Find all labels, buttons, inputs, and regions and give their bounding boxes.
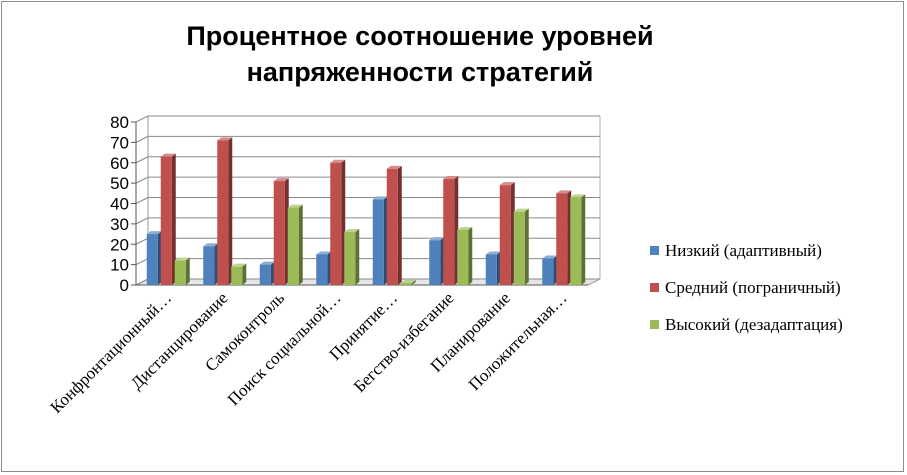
bar-top (160, 153, 176, 157)
x-tick-label: Дистанцирование (127, 288, 232, 393)
bar-side (228, 137, 233, 285)
bar-side (524, 208, 529, 285)
bar (372, 199, 384, 285)
legend-item-medium: Средний (пограничный) (650, 269, 843, 306)
gridline-side (135, 278, 149, 286)
bar (203, 246, 215, 285)
bar-top (570, 194, 586, 198)
bar (429, 240, 441, 285)
bar (330, 162, 342, 285)
bar-side (171, 153, 176, 285)
bar (499, 185, 511, 285)
gridline-side (135, 237, 149, 245)
bar-top (400, 279, 416, 283)
bar (160, 156, 172, 285)
bar-side (185, 257, 190, 285)
bar-top (259, 261, 275, 265)
bar-side (298, 204, 303, 285)
bar-top (429, 237, 445, 241)
bar (513, 211, 525, 285)
bar-top (386, 165, 402, 169)
bar (287, 207, 299, 285)
legend-swatch-high (650, 320, 659, 329)
x-tick-label: Бегство-избегание (350, 288, 458, 396)
bar-top (513, 208, 529, 212)
bar-side (581, 194, 586, 285)
bar-top (174, 257, 190, 261)
bar (217, 140, 229, 285)
gridline-side (135, 258, 149, 266)
gridline-side (135, 217, 149, 225)
bar-top (556, 190, 572, 194)
legend-label-high: Высокий (дезадаптация) (665, 314, 843, 334)
bar-top (372, 196, 388, 200)
legend-label-low: Низкий (адаптивный) (665, 240, 822, 260)
bar-top (485, 251, 501, 255)
bar-side (468, 226, 473, 285)
legend: Низкий (адаптивный) Средний (пограничный… (650, 232, 843, 343)
bar-top (330, 159, 346, 163)
gridline-side (135, 176, 149, 184)
bar (344, 232, 356, 285)
legend-swatch-medium (650, 283, 659, 292)
gridline-side (135, 156, 149, 164)
bar (231, 266, 243, 285)
bar (386, 168, 398, 285)
bar-top (499, 182, 515, 186)
bar (485, 254, 497, 285)
bar-top (217, 137, 233, 141)
bar-side (355, 229, 360, 285)
bar-side (242, 263, 247, 285)
y-tick-label: 40 (110, 195, 129, 214)
bar (556, 193, 568, 285)
bar-top (287, 204, 303, 208)
bar (443, 179, 455, 285)
bar (570, 197, 582, 285)
bar-top (443, 176, 459, 180)
y-tick-label: 80 (110, 113, 129, 132)
bar (174, 260, 186, 285)
bar (400, 282, 412, 285)
bar (146, 234, 158, 285)
bar-top (457, 226, 473, 230)
bar-side (411, 279, 416, 285)
legend-label-medium: Средний (пограничный) (665, 277, 841, 297)
bar (259, 264, 271, 285)
bar-top (203, 243, 219, 247)
legend-swatch-low (650, 246, 659, 255)
gridline-side (135, 135, 149, 143)
bar (273, 181, 285, 285)
y-tick-label: 0 (120, 276, 129, 295)
y-tick-label: 50 (110, 174, 129, 193)
y-tick-label: 70 (110, 133, 129, 152)
bar (316, 254, 328, 285)
bar (542, 258, 554, 285)
legend-item-high: Высокий (дезадаптация) (650, 306, 843, 343)
y-tick-label: 10 (110, 256, 129, 275)
bar-top (146, 231, 162, 235)
gridline-side (135, 115, 149, 123)
bar-side (397, 165, 402, 285)
y-tick-label: 20 (110, 235, 129, 254)
bar (457, 229, 469, 285)
bar-top (316, 251, 332, 255)
gridline-side (135, 197, 149, 204)
x-tick-label: Положительная… (465, 288, 571, 394)
bar-top (273, 178, 289, 182)
bar-top (231, 263, 247, 267)
y-tick-label: 30 (110, 215, 129, 234)
chart-title: Процентное соотношение уровней напряженно… (186, 21, 654, 87)
bar-top (344, 229, 360, 233)
legend-item-low: Низкий (адаптивный) (650, 232, 843, 269)
y-tick-label: 60 (110, 154, 129, 173)
bar-top (542, 255, 558, 259)
